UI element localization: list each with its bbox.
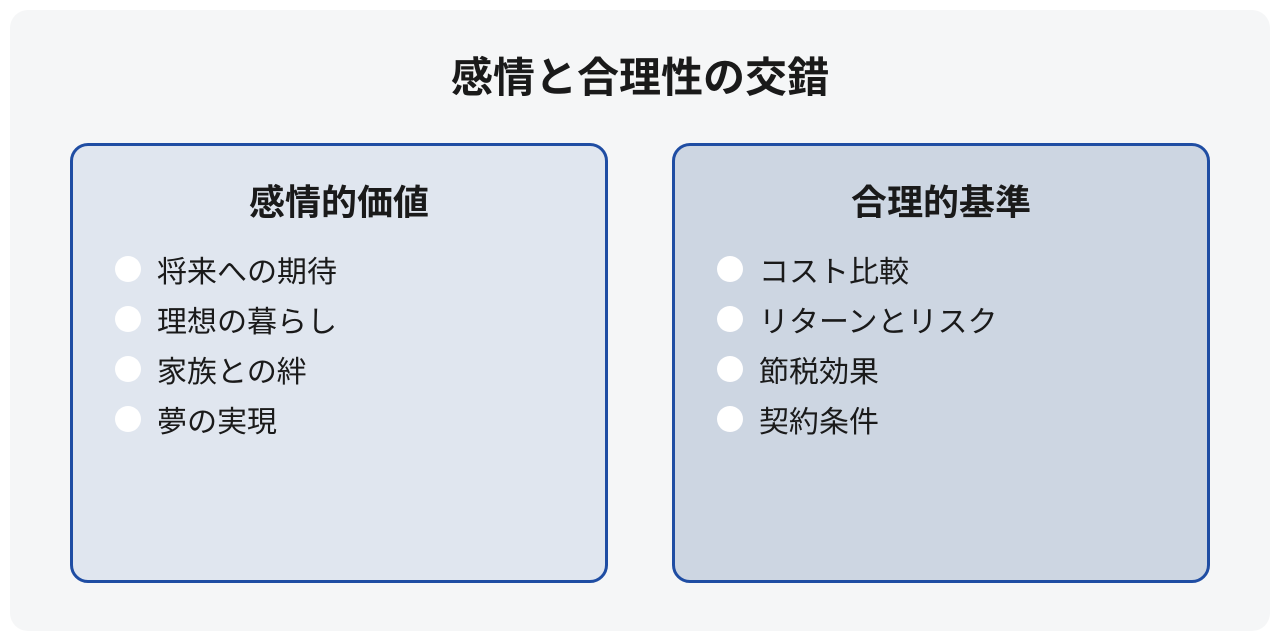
list-item: 将来への期待 (115, 254, 563, 284)
list-item: コスト比較 (717, 254, 1165, 284)
list-item-label: 節税効果 (759, 354, 879, 384)
list-item-label: コスト比較 (759, 254, 909, 284)
list-item: 契約条件 (717, 404, 1165, 434)
list-item: 理想の暮らし (115, 304, 563, 334)
bullet-icon (717, 306, 743, 332)
list-item-label: 将来への期待 (157, 254, 337, 284)
card-rational-list: コスト比較 リターンとリスク 節税効果 契約条件 (717, 254, 1165, 434)
list-item-label: 夢の実現 (157, 404, 277, 434)
card-rational-title: 合理的基準 (717, 174, 1165, 226)
bullet-icon (115, 406, 141, 432)
list-item: リターンとリスク (717, 304, 1165, 334)
card-emotional: 感情的価値 将来への期待 理想の暮らし 家族との絆 夢の実現 (70, 143, 608, 583)
card-emotional-list: 将来への期待 理想の暮らし 家族との絆 夢の実現 (115, 254, 563, 434)
list-item-label: リターンとリスク (759, 304, 998, 334)
bullet-icon (717, 356, 743, 382)
bullet-icon (115, 356, 141, 382)
bullet-icon (115, 256, 141, 282)
card-rational: 合理的基準 コスト比較 リターンとリスク 節税効果 契約条件 (672, 143, 1210, 583)
bullet-icon (717, 406, 743, 432)
cards-row: 感情的価値 将来への期待 理想の暮らし 家族との絆 夢の実現 (10, 143, 1270, 583)
diagram-canvas: 感情と合理性の交錯 感情的価値 将来への期待 理想の暮らし 家族との絆 (10, 10, 1270, 631)
list-item-label: 家族との絆 (157, 354, 307, 384)
diagram-title: 感情と合理性の交錯 (10, 44, 1270, 105)
list-item: 節税効果 (717, 354, 1165, 384)
list-item: 夢の実現 (115, 404, 563, 434)
list-item-label: 理想の暮らし (157, 304, 337, 334)
bullet-icon (115, 306, 141, 332)
list-item-label: 契約条件 (759, 404, 879, 434)
card-emotional-title: 感情的価値 (115, 174, 563, 226)
bullet-icon (717, 256, 743, 282)
list-item: 家族との絆 (115, 354, 563, 384)
